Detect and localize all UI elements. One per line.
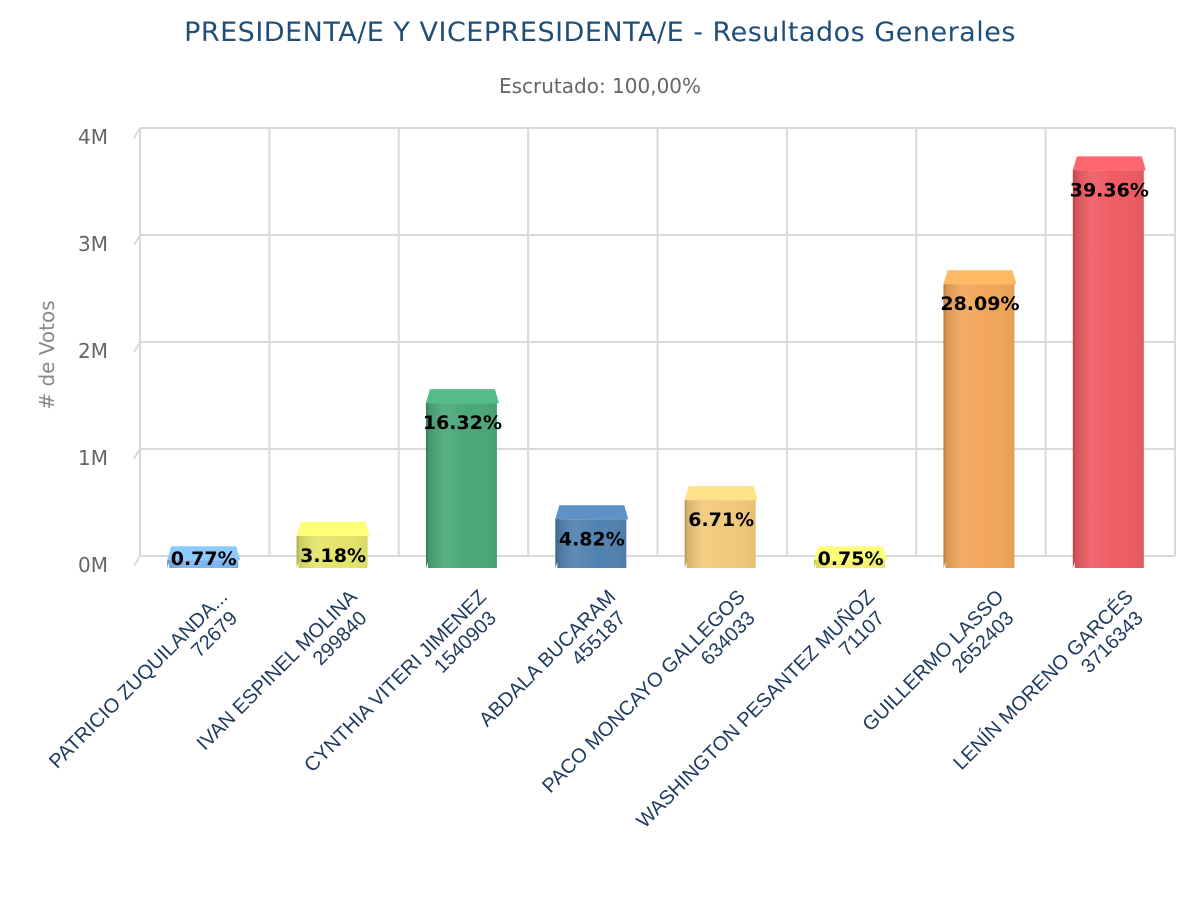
x-tick-label: PATRICIO ZUQUILANDA...72679 bbox=[45, 586, 242, 773]
bar-shading bbox=[945, 284, 1015, 568]
bar[interactable] bbox=[167, 546, 241, 568]
bar[interactable] bbox=[1072, 156, 1146, 568]
grid bbox=[133, 127, 1176, 567]
bar-top bbox=[167, 546, 241, 561]
y-tick-label: 0M bbox=[78, 553, 108, 577]
bar-shading bbox=[816, 560, 886, 568]
bar-shading bbox=[427, 403, 497, 568]
bar[interactable] bbox=[814, 546, 888, 568]
gridline-h-edge bbox=[133, 555, 141, 567]
bar-percent-label: 39.36% bbox=[1070, 179, 1149, 201]
bar-percent-label: 0.75% bbox=[818, 548, 884, 570]
bar-percent-label: 16.32% bbox=[423, 412, 502, 434]
x-tick-name: GUILLERMO LASSO bbox=[859, 586, 1009, 736]
bar-percent-label: 28.09% bbox=[940, 293, 1019, 315]
chart-subtitle: Escrutado: 100,00% bbox=[499, 74, 701, 98]
bar[interactable] bbox=[555, 505, 629, 568]
bar[interactable] bbox=[296, 521, 370, 568]
bar-shading bbox=[557, 519, 627, 568]
y-tick-label: 2M bbox=[78, 339, 108, 363]
y-axis: 0M 1M 2M 3M 4M bbox=[78, 125, 108, 577]
bar-top bbox=[943, 270, 1017, 285]
bar-percent-label: 3.18% bbox=[300, 545, 366, 567]
bar-top bbox=[425, 389, 499, 404]
bar-shading bbox=[686, 500, 756, 568]
bar[interactable] bbox=[684, 486, 758, 568]
chart-title: PRESIDENTA/E Y VICEPRESIDENTA/E - Result… bbox=[184, 17, 1016, 48]
bar-top bbox=[296, 521, 370, 536]
bar[interactable] bbox=[425, 389, 499, 568]
bar[interactable] bbox=[943, 270, 1017, 568]
bar-percent-label: 0.77% bbox=[171, 548, 237, 570]
bar-percent-label: 4.82% bbox=[559, 528, 625, 550]
bar-top bbox=[814, 546, 888, 561]
data-labels: 0.77% 3.18% 16.32% 4.82% 6.71% 0.75% 28.09% 39.… bbox=[171, 179, 1149, 570]
y-axis-title: # de Votos bbox=[35, 300, 59, 409]
bar-top bbox=[1072, 156, 1146, 171]
bar-shading bbox=[298, 535, 368, 568]
bar-top bbox=[555, 505, 629, 520]
bar-percent-label: 6.71% bbox=[688, 509, 754, 531]
bars bbox=[167, 156, 1146, 568]
bar-shading bbox=[169, 560, 239, 568]
bar-top bbox=[684, 486, 758, 501]
x-tick-name: ABDALA BUCARAM bbox=[475, 586, 620, 731]
y-tick-label: 4M bbox=[78, 125, 108, 149]
y-tick-label: 1M bbox=[78, 446, 108, 470]
x-tick-name: PACO MONCAYO GALLEGOS bbox=[538, 586, 750, 798]
y-tick-label: 3M bbox=[78, 232, 108, 256]
bar-shading bbox=[1074, 170, 1144, 568]
